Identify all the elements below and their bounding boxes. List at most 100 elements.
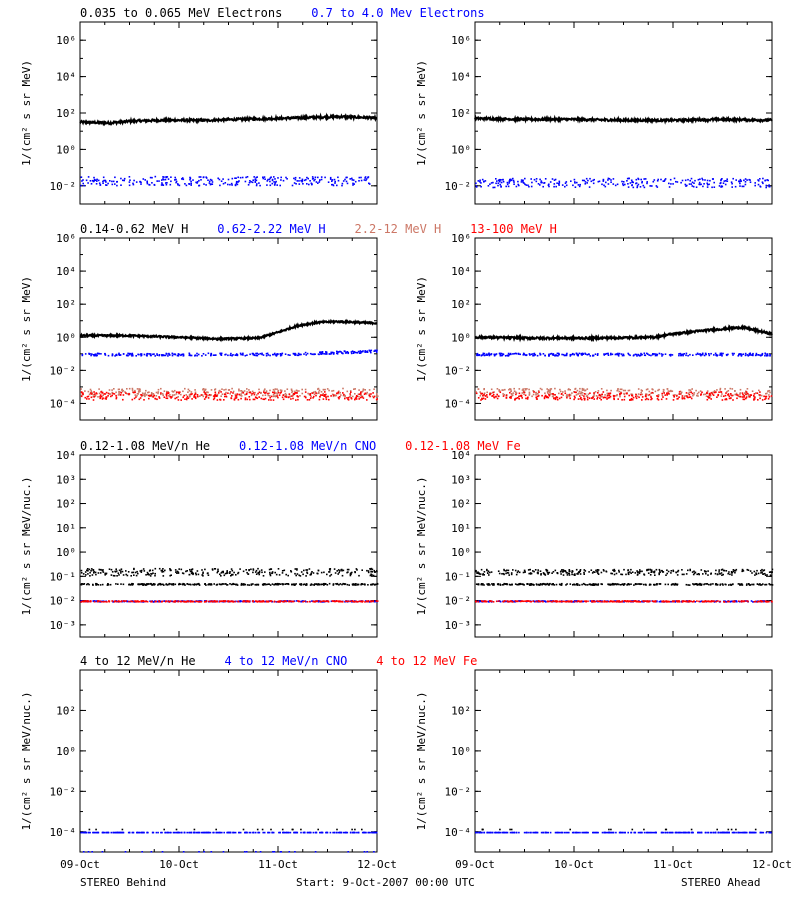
data-point [146, 583, 148, 585]
data-point [331, 179, 334, 181]
data-point [603, 354, 606, 356]
data-point [619, 393, 621, 396]
data-point [676, 394, 678, 397]
data-point [635, 397, 638, 400]
data-point [193, 393, 196, 396]
data-point [99, 394, 102, 396]
data-point [133, 568, 135, 571]
data-point [617, 353, 620, 356]
data-point [566, 396, 568, 399]
data-point [102, 569, 104, 571]
data-point [619, 393, 622, 395]
data-point [735, 600, 738, 603]
data-point [237, 181, 240, 183]
data-point [146, 182, 149, 185]
y-tick-label: 10⁰ [451, 546, 471, 559]
data-point [128, 353, 131, 356]
data-point [740, 180, 742, 182]
data-point [575, 568, 578, 571]
data-point [254, 178, 256, 181]
data-point [581, 398, 583, 401]
data-point [498, 389, 501, 392]
data-point [133, 179, 135, 182]
data-point [693, 570, 695, 573]
data-point [321, 351, 324, 353]
data-point [296, 392, 298, 394]
data-point [561, 353, 563, 356]
data-point [189, 568, 191, 571]
data-point [581, 392, 584, 394]
data-point [741, 583, 743, 585]
data-point [226, 584, 228, 586]
data-point [196, 394, 199, 396]
data-point [720, 352, 723, 355]
data-point [125, 573, 127, 576]
data-point [364, 600, 367, 602]
data-point [327, 601, 330, 603]
data-point [643, 583, 645, 586]
data-point [158, 396, 160, 398]
data-point [527, 184, 529, 187]
data-point [621, 399, 623, 401]
data-point [529, 584, 532, 586]
data-point [629, 182, 632, 184]
data-point [629, 354, 631, 357]
data-point [741, 570, 743, 573]
data-point [656, 186, 659, 188]
data-point [232, 392, 234, 394]
data-point [96, 392, 98, 395]
data-point [522, 354, 525, 356]
data-point [264, 397, 267, 400]
data-point [765, 186, 767, 189]
data-point [193, 396, 195, 398]
data-point [102, 601, 105, 603]
data-point [302, 573, 304, 576]
data-point [630, 568, 632, 571]
data-point [475, 569, 477, 572]
data-point [318, 181, 321, 183]
data-point [577, 583, 579, 585]
data-point [482, 574, 484, 576]
data-point [539, 570, 542, 572]
data-point [210, 394, 212, 396]
data-point [554, 397, 557, 399]
data-point [728, 395, 731, 398]
data-point [720, 178, 722, 181]
series [80, 582, 379, 586]
data-point [370, 393, 372, 395]
data-point [622, 600, 624, 603]
data-point [276, 583, 279, 586]
data-point [149, 569, 151, 571]
data-point [178, 568, 180, 570]
data-point [767, 398, 770, 400]
data-point [620, 391, 622, 393]
data-point [584, 570, 587, 572]
data-point [338, 571, 340, 574]
data-point [494, 353, 496, 356]
data-point [634, 583, 637, 586]
data-point [239, 176, 242, 179]
data-point [610, 583, 613, 586]
data-point [587, 353, 590, 355]
chart-row-1: 0.035 to 0.065 MeV Electrons 0.7 to 4.0 … [20, 6, 773, 205]
data-point [255, 569, 258, 572]
data-point [657, 389, 659, 392]
data-point [353, 351, 355, 353]
data-point [306, 569, 309, 571]
data-point [257, 392, 259, 395]
data-point [271, 571, 274, 573]
data-point [709, 394, 712, 397]
data-point [202, 395, 205, 398]
data-point [105, 181, 107, 183]
data-point [517, 397, 519, 399]
data-point [481, 178, 484, 181]
data-point [309, 352, 312, 355]
data-point [574, 182, 576, 184]
data-point [291, 395, 293, 397]
data-point [495, 178, 497, 180]
data-point [154, 175, 157, 178]
data-point [766, 353, 769, 355]
data-point [558, 182, 561, 184]
data-point [145, 584, 147, 586]
data-point [673, 584, 676, 586]
